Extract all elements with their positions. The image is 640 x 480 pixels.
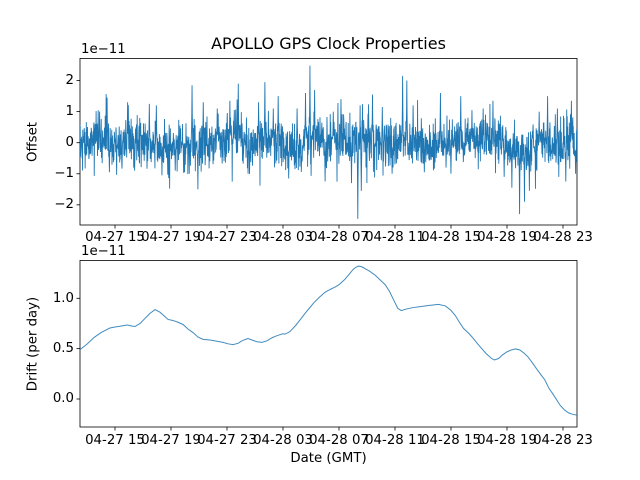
drift-scale-factor-label: 1e−11 [81, 244, 126, 259]
drift-series-line [80, 265, 577, 416]
date-axis-label: Date (GMT) [290, 451, 367, 466]
chart-title: APOLLO GPS Clock Properties [211, 34, 446, 53]
drift-axis-label: Drift (per day) [25, 296, 41, 391]
offset-scale-factor-label: 1e−11 [81, 42, 126, 57]
offset-series-line [80, 65, 577, 219]
offset-axis-label: Offset [25, 121, 41, 162]
